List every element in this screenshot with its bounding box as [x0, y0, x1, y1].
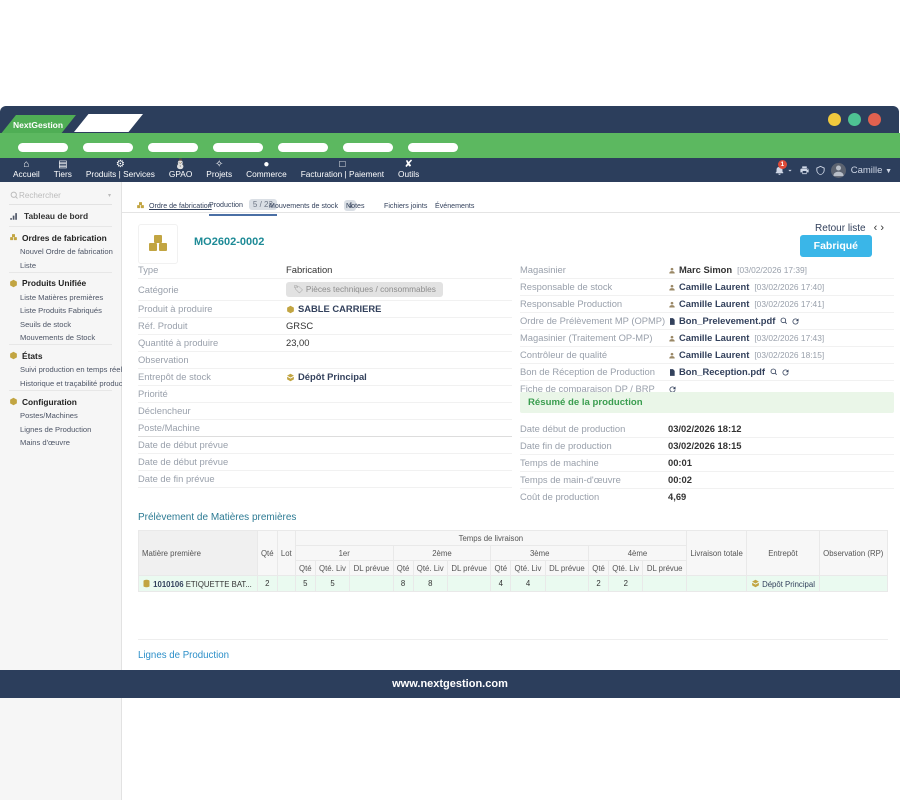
svg-text:?: ?	[819, 169, 822, 173]
